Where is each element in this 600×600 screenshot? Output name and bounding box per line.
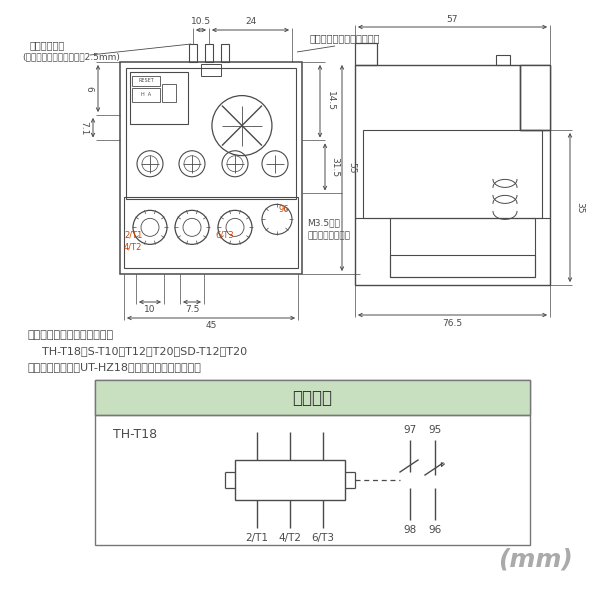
Text: 下記電磁接触器との組合せ用: 下記電磁接触器との組合せ用	[28, 330, 114, 340]
Text: 10: 10	[144, 305, 156, 314]
Text: 35: 35	[575, 202, 584, 213]
Text: （セルフアップ）: （セルフアップ）	[307, 231, 350, 240]
Text: (mm): (mm)	[498, 548, 573, 572]
Text: リセットバー: リセットバー	[30, 40, 65, 50]
Bar	[390, 218, 535, 277]
Bar	[201, 64, 221, 76]
Text: 2/T1: 2/T1	[124, 231, 142, 240]
Text: 動作表示（手動トリップ）: 動作表示（手動トリップ）	[310, 33, 380, 43]
Text: 4/T2: 4/T2	[278, 533, 302, 543]
Text: 14.5: 14.5	[325, 91, 335, 111]
Text: 7.1: 7.1	[79, 121, 89, 135]
Text: 接点構成: 接点構成	[293, 389, 332, 407]
Text: 4/T2: 4/T2	[124, 243, 142, 252]
Bar	[120, 62, 302, 274]
Bar	[162, 84, 176, 102]
Bar	[95, 380, 530, 545]
Bar	[124, 197, 298, 268]
Text: TH-T18：S-T10、T12、T20　SD-T12、T20: TH-T18：S-T10、T12、T20 SD-T12、T20	[28, 346, 247, 356]
Text: H  A: H A	[141, 92, 151, 97]
Bar	[363, 130, 542, 218]
Bar	[132, 76, 160, 86]
Text: 98: 98	[403, 525, 416, 535]
Text: (リセットバーストローク2.5mm): (リセットバーストローク2.5mm)	[22, 52, 120, 61]
Bar	[235, 460, 345, 500]
Text: 97: 97	[403, 425, 416, 435]
Text: 6: 6	[85, 86, 94, 91]
Text: 6/T3: 6/T3	[215, 231, 233, 240]
Bar	[355, 43, 377, 65]
Bar	[520, 65, 550, 130]
Text: 単体取付ユニットUT-HZ18と組合せて単体使用可能: 単体取付ユニットUT-HZ18と組合せて単体使用可能	[28, 362, 202, 372]
Text: M3.5ねじ: M3.5ねじ	[307, 218, 340, 227]
Bar	[130, 72, 188, 124]
Text: 6/T3: 6/T3	[311, 533, 335, 543]
Text: RESET: RESET	[138, 79, 154, 83]
Bar	[132, 88, 160, 102]
Text: 57: 57	[447, 14, 458, 23]
Text: 45: 45	[205, 322, 217, 331]
Text: 96: 96	[278, 205, 289, 214]
Text: 95: 95	[428, 425, 442, 435]
Text: TH-T18: TH-T18	[113, 428, 157, 442]
Text: 31.5: 31.5	[331, 157, 340, 177]
Bar	[189, 44, 197, 62]
Bar	[221, 44, 229, 62]
Bar	[496, 55, 510, 65]
Text: 55: 55	[347, 162, 356, 174]
Bar	[390, 255, 535, 277]
Bar	[205, 44, 213, 62]
Bar	[95, 380, 530, 415]
Text: 7.5: 7.5	[185, 305, 199, 314]
Bar	[126, 68, 296, 199]
Text: 76.5: 76.5	[442, 319, 463, 328]
Text: 2/T1: 2/T1	[245, 533, 269, 543]
Text: 10.5: 10.5	[191, 17, 211, 26]
Bar	[355, 65, 550, 285]
Text: 24: 24	[245, 17, 256, 26]
Text: 96: 96	[428, 525, 442, 535]
